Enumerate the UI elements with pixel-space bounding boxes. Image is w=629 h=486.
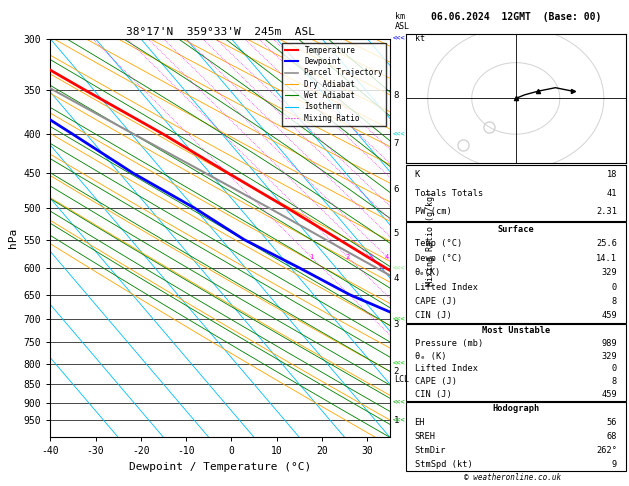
Text: CAPE (J): CAPE (J) (415, 297, 457, 306)
Text: Temp (°C): Temp (°C) (415, 239, 462, 248)
Text: 68: 68 (606, 432, 617, 441)
Text: Hodograph: Hodograph (492, 404, 540, 414)
Text: 329: 329 (601, 352, 617, 361)
Text: K: K (415, 170, 420, 179)
Text: StmSpd (kt): StmSpd (kt) (415, 460, 472, 469)
Text: <<<: <<< (393, 36, 406, 42)
Text: Totals Totals: Totals Totals (415, 189, 483, 198)
Text: 989: 989 (601, 339, 617, 348)
Text: © weatheronline.co.uk: © weatheronline.co.uk (464, 473, 561, 482)
Text: 329: 329 (601, 268, 617, 277)
Text: 5: 5 (393, 229, 399, 238)
Text: <<<: <<< (393, 399, 406, 405)
Text: Pressure (mb): Pressure (mb) (415, 339, 483, 348)
Text: 2.31: 2.31 (596, 208, 617, 216)
Text: 14.1: 14.1 (596, 254, 617, 263)
Text: 2: 2 (346, 254, 350, 260)
Text: 1: 1 (393, 416, 399, 425)
Text: 7: 7 (393, 139, 399, 148)
Text: 2: 2 (393, 367, 399, 376)
Text: 459: 459 (601, 312, 617, 320)
Text: 06.06.2024  12GMT  (Base: 00): 06.06.2024 12GMT (Base: 00) (431, 12, 601, 22)
Text: <<<: <<< (393, 361, 406, 366)
Text: 459: 459 (601, 390, 617, 399)
Text: <<<: <<< (393, 417, 406, 423)
Legend: Temperature, Dewpoint, Parcel Trajectory, Dry Adiabat, Wet Adiabat, Isotherm, Mi: Temperature, Dewpoint, Parcel Trajectory… (282, 43, 386, 125)
Text: 0: 0 (612, 364, 617, 373)
Text: kt: kt (415, 34, 425, 43)
X-axis label: Dewpoint / Temperature (°C): Dewpoint / Temperature (°C) (129, 462, 311, 472)
Title: 38°17'N  359°33'W  245m  ASL: 38°17'N 359°33'W 245m ASL (126, 27, 314, 37)
Y-axis label: hPa: hPa (8, 228, 18, 248)
Text: Dewp (°C): Dewp (°C) (415, 254, 462, 263)
Text: Lifted Index: Lifted Index (415, 282, 477, 292)
Text: SREH: SREH (415, 432, 435, 441)
Text: 8: 8 (612, 297, 617, 306)
Text: EH: EH (415, 418, 425, 427)
Text: Mixing Ratio (g/kg): Mixing Ratio (g/kg) (426, 191, 435, 286)
Text: 4: 4 (385, 254, 389, 260)
Text: 3: 3 (393, 319, 399, 329)
Text: Lifted Index: Lifted Index (415, 364, 477, 373)
Text: 56: 56 (606, 418, 617, 427)
Text: 8: 8 (612, 377, 617, 386)
Text: <<<: <<< (393, 265, 406, 271)
Text: θₑ(K): θₑ(K) (415, 268, 441, 277)
Text: CIN (J): CIN (J) (415, 312, 451, 320)
Text: 0: 0 (612, 282, 617, 292)
Text: Most Unstable: Most Unstable (482, 326, 550, 335)
Text: 18: 18 (606, 170, 617, 179)
Text: Surface: Surface (498, 225, 534, 234)
Text: 8: 8 (393, 91, 399, 100)
Text: 41: 41 (606, 189, 617, 198)
Text: 262°: 262° (596, 446, 617, 455)
Text: <<<: <<< (393, 131, 406, 137)
Text: θₑ (K): θₑ (K) (415, 352, 446, 361)
Text: LCL: LCL (394, 375, 409, 384)
Text: 6: 6 (393, 185, 399, 194)
Text: 25.6: 25.6 (596, 239, 617, 248)
Text: 3: 3 (369, 254, 372, 260)
Text: CAPE (J): CAPE (J) (415, 377, 457, 386)
Text: PW (cm): PW (cm) (415, 208, 451, 216)
Text: 1: 1 (309, 254, 313, 260)
Text: <<<: <<< (393, 316, 406, 322)
Text: CIN (J): CIN (J) (415, 390, 451, 399)
Text: km
ASL: km ASL (395, 12, 410, 31)
Text: 9: 9 (612, 460, 617, 469)
Text: 4: 4 (393, 274, 399, 282)
Text: StmDir: StmDir (415, 446, 446, 455)
